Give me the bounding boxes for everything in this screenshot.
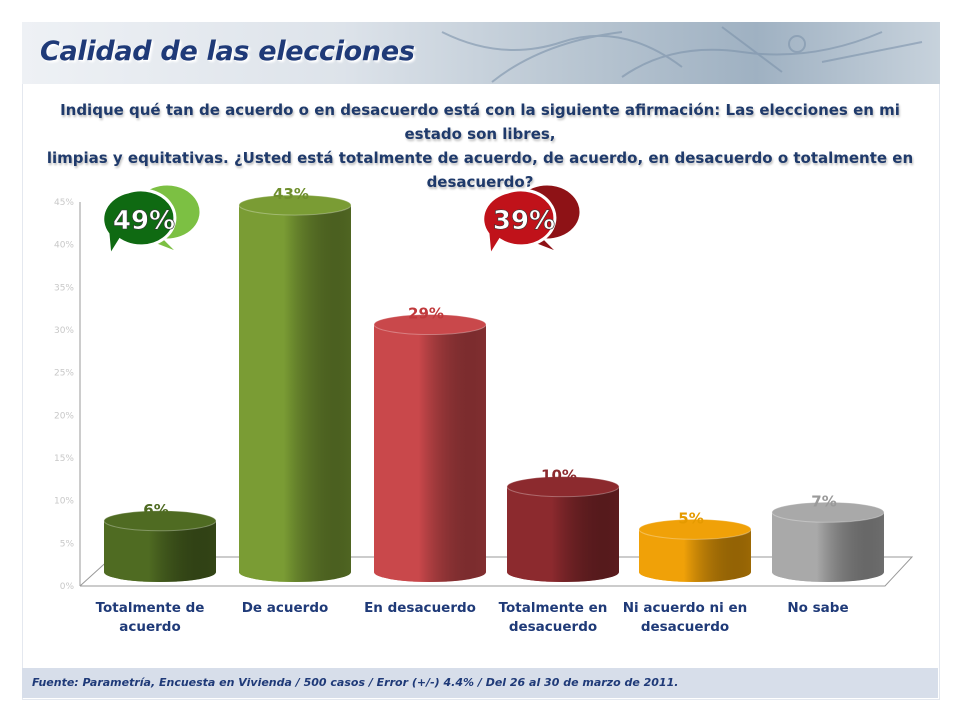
callout-bubble-icon: [481, 182, 583, 261]
x-tick-label: No sabe: [787, 600, 848, 616]
value-label: 7%: [811, 492, 836, 510]
bar-top: [103, 510, 217, 532]
x-tick-label: Totalmente en: [499, 600, 608, 616]
value-label: 43%: [273, 185, 309, 203]
y-tick-label: 0%: [60, 582, 75, 592]
y-tick-label: 45%: [54, 198, 74, 208]
y-tick-label: 40%: [54, 241, 74, 251]
bar-shading: [374, 324, 486, 582]
y-tick-label: 10%: [54, 497, 74, 507]
question-line-2: limpias y equitativas. ¿Usted está total…: [46, 149, 914, 191]
bar-shading: [239, 205, 351, 583]
y-tick-label: 25%: [54, 369, 74, 379]
x-tick-label: acuerdo: [119, 619, 180, 635]
chart-floor: [79, 556, 914, 587]
y-tick-label: 35%: [54, 283, 74, 293]
bar-shading: [639, 529, 751, 582]
value-label: 29%: [408, 305, 444, 323]
bar-top: [238, 194, 352, 216]
value-label: 5%: [678, 509, 703, 527]
x-tick-label: De acuerdo: [242, 600, 329, 616]
bar-shading: [104, 520, 216, 582]
question-line-1: Indique qué tan de acuerdo o en desacuer…: [60, 101, 900, 143]
bar-shading: [507, 486, 619, 582]
x-tick-label: En desacuerdo: [364, 600, 476, 616]
bar-top: [638, 518, 752, 540]
callout-value: 39%: [493, 206, 555, 236]
callout-value: 49%: [113, 206, 175, 236]
x-tick-label: desacuerdo: [509, 619, 597, 635]
source-note: Fuente: Parametría, Encuesta en Vivienda…: [32, 676, 679, 689]
bar-shading: [772, 512, 884, 582]
header-banner: [22, 22, 940, 84]
bar-top: [771, 501, 885, 523]
callout-bubble-icon: [101, 182, 203, 261]
bar-chart: 0% 5% 10% 15% 20% 25% 30% 35% 40% 45% 6% Totalmente…: [54, 182, 914, 635]
y-tick-label: 30%: [54, 326, 74, 336]
survey-question: Indique qué tan de acuerdo o en desacuer…: [40, 98, 920, 194]
y-tick-label: 20%: [54, 411, 74, 421]
x-tick-label: Totalmente de: [96, 600, 205, 616]
y-tick-label: 15%: [54, 454, 74, 464]
value-label: 10%: [541, 467, 577, 485]
x-tick-label: desacuerdo: [641, 619, 729, 635]
y-tick-label: 5%: [60, 539, 75, 549]
neuron-background-image: [441, 26, 923, 83]
bar-top: [506, 476, 620, 498]
page-title: Calidad de las elecciones: [40, 36, 415, 67]
bar-top: [373, 314, 487, 336]
x-tick-label: Ni acuerdo ni en: [623, 600, 748, 616]
value-label: 6%: [143, 501, 168, 519]
footer-bar: Fuente: Parametría, Encuesta en Vivienda…: [22, 668, 938, 698]
